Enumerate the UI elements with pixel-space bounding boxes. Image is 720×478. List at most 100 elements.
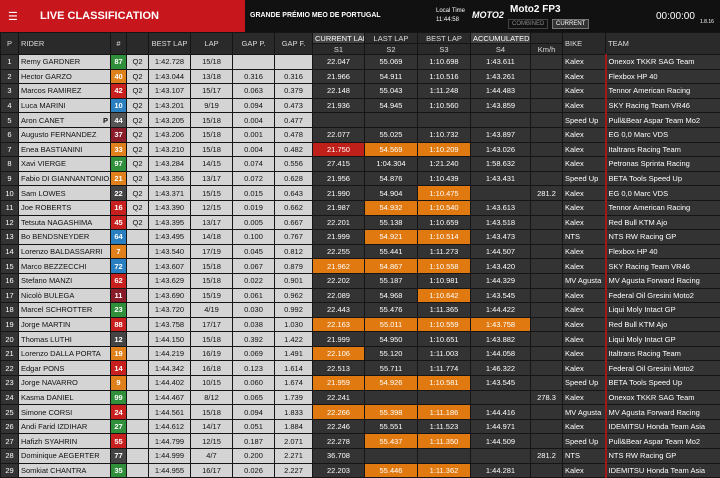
rider-row[interactable]: 22 Edgar PONS 14 1:44.342 16/18 0.123 1.614 22.…	[0, 360, 720, 377]
session-flag	[126, 418, 149, 435]
bike: Kalex	[562, 331, 606, 347]
rider-row[interactable]: 8 Xavi VIERGE 97 Q2 1:43.284 14/15 0.074 0.556 2…	[0, 156, 720, 172]
best-lap: 1:44.561	[148, 404, 191, 420]
session-flag: Q2	[126, 170, 149, 187]
gap-previous: 0.001	[232, 126, 275, 143]
sector-time: 54.867	[364, 258, 418, 274]
rider-name: Kasma DANIEL	[21, 392, 74, 402]
rider-row[interactable]: 29 Somkiat CHANTRA 35 1:44.955 16/17 0.026 2.2…	[0, 462, 720, 478]
rider-row[interactable]: 3 Marcos RAMIREZ 42 Q2 1:43.107 15/17 0.063 0.3…	[0, 83, 720, 99]
rider-row[interactable]: 2 Hector GARZO 40 Q2 1:43.044 13/18 0.316 0.316…	[0, 68, 720, 85]
rider-row[interactable]: 12 Tetsuta NAGASHIMA 45 Q2 1:43.395 13/17 0.00…	[0, 214, 720, 231]
sector-time: 22.148	[312, 83, 365, 99]
session-flag: Q2	[126, 126, 149, 143]
position: 11	[0, 199, 19, 216]
bike: Kalex	[562, 214, 606, 231]
rider-row[interactable]: 19 Jorge MARTIN 88 1:43.758 17/17 0.038 1.030 2…	[0, 316, 720, 333]
speed	[530, 54, 563, 70]
rider-row[interactable]: 17 Nicolò BULEGA 11 1:43.690 15/19 0.061 0.962…	[0, 287, 720, 304]
column-header: GAP F.	[274, 32, 313, 55]
tab-current[interactable]: CURRENT	[552, 19, 590, 29]
session-flag	[126, 404, 149, 420]
rider-name: Luca MARINI	[21, 101, 66, 111]
column-header: S2	[364, 43, 418, 55]
gap-first: 0.477	[274, 112, 313, 128]
bike: Speed Up	[562, 433, 606, 450]
column-header: LAST LAP	[364, 32, 418, 44]
bike: Kalex	[562, 462, 606, 478]
rider-name: Remy GARDNER	[21, 57, 81, 67]
rider-row[interactable]: 11 Joe ROBERTS 16 Q2 1:43.390 12/15 0.019 0.662…	[0, 199, 720, 216]
best-lap: 1:43.206	[148, 126, 191, 143]
rider-row[interactable]: 7 Enea BASTIANINI 33 Q2 1:43.210 15/18 0.004 0.…	[0, 141, 720, 158]
team: Pull&Bear Aspar Team Mo2	[604, 433, 720, 450]
gap-first: 1.422	[274, 331, 313, 347]
session-flag: Q2	[126, 83, 149, 99]
team: Flexbox HP 40	[604, 68, 720, 85]
rider-row[interactable]: 25 Simone CORSI 24 1:44.561 15/18 0.094 1.833 2…	[0, 404, 720, 420]
rider-row[interactable]: 13 Bo BENDSNEYDER 64 1:43.495 14/18 0.100 0.76…	[0, 229, 720, 245]
menu-icon[interactable]: ☰	[8, 11, 18, 23]
rider-row[interactable]: 23 Jorge NAVARRO 9 1:44.402 10/15 0.060 1.674 2…	[0, 375, 720, 391]
gap-first: 0.992	[274, 302, 313, 318]
sector-time: 54.911	[364, 68, 418, 85]
bike: Kalex	[562, 54, 606, 70]
gap-previous: 0.063	[232, 83, 275, 99]
sector-time: 1:43.897	[470, 126, 531, 143]
gap-first: 0.879	[274, 258, 313, 274]
rider-row[interactable]: 27 Hafizh SYAHRIN 55 1:44.799 12/15 0.187 2.07…	[0, 433, 720, 450]
rider-row[interactable]: 14 Lorenzo BALDASSARRI 7 1:43.540 17/19 0.045…	[0, 243, 720, 260]
position: 27	[0, 433, 19, 450]
rider-name: Hector GARZO	[21, 71, 72, 81]
rider-row[interactable]: 26 Andi Farid IZDIHAR 27 1:44.612 14/17 0.051…	[0, 418, 720, 435]
sector-time: 1:10.581	[417, 375, 471, 391]
team: MV Agusta Forward Racing	[604, 272, 720, 289]
position: 18	[0, 302, 19, 318]
gap-first: 0.478	[274, 126, 313, 143]
column-header: GAP P.	[232, 32, 275, 55]
tab-combined[interactable]: COMBINED	[508, 19, 549, 29]
gap-previous	[232, 54, 275, 70]
sector-time: 22.106	[312, 345, 365, 362]
column-header: #	[110, 32, 127, 55]
rider-row[interactable]: 20 Thomas LUTHI 12 1:44.150 15/18 0.392 1.422 2…	[0, 331, 720, 347]
gap-first: 1.674	[274, 375, 313, 391]
sector-time: 22.163	[312, 316, 365, 333]
position: 3	[0, 83, 19, 99]
gap-previous: 0.004	[232, 112, 275, 128]
rider-row[interactable]: 6 Augusto FERNANDEZ 37 Q2 1:43.206 15/18 0.001…	[0, 126, 720, 143]
rider-row[interactable]: 16 Stefano MANZI 62 1:43.629 15/18 0.022 0.901…	[0, 272, 720, 289]
sector-time	[364, 448, 418, 464]
best-lap: 1:43.495	[148, 229, 191, 245]
team: BETA Tools Speed Up	[604, 375, 720, 391]
best-lap: 1:43.284	[148, 156, 191, 172]
bike-number: 12	[110, 331, 127, 347]
rider-row[interactable]: 18 Marcel SCHROTTER 23 1:43.720 4/19 0.030 0.9…	[0, 302, 720, 318]
team: Red Bull KTM Ajo	[604, 316, 720, 333]
sector-time: 1:44.329	[470, 272, 531, 289]
position: 19	[0, 316, 19, 333]
rider-row[interactable]: 24 Kasma DANIEL 99 1:44.467 8/12 0.065 1.739 22…	[0, 389, 720, 406]
rider-row[interactable]: 5 Aron CANET P 44 Q2 1:43.205 15/18 0.004 0.477 S…	[0, 112, 720, 128]
rider-row[interactable]: 9 Fabio DI GIANNANTONIO 21 Q2 1:43.356 13/17 0…	[0, 170, 720, 187]
session-flag: Q2	[126, 141, 149, 158]
team: Liqui Moly Intact GP	[604, 302, 720, 318]
session-flag	[126, 331, 149, 347]
speed	[530, 287, 563, 304]
best-lap: 1:44.150	[148, 331, 191, 347]
rider-row[interactable]: 1 Remy GARDNER 87 Q2 1:42.728 15/18 22.047 55.0…	[0, 54, 720, 70]
position: 4	[0, 97, 19, 114]
gap-previous: 0.069	[232, 345, 275, 362]
bike-number: 44	[110, 112, 127, 128]
rider: Edgar PONS	[18, 360, 111, 377]
rider-row[interactable]: 10 Sam LOWES 22 Q2 1:43.371 15/15 0.015 0.643 21…	[0, 185, 720, 201]
rider-row[interactable]: 4 Luca MARINI 10 Q2 1:43.201 9/19 0.094 0.473 21…	[0, 97, 720, 114]
best-lap: 1:43.201	[148, 97, 191, 114]
rider-row[interactable]: 28 Dominique AEGERTER 77 1:44.999 4/7 0.200 2.…	[0, 448, 720, 464]
lap: 14/17	[190, 418, 233, 435]
sector-time: 1:46.322	[470, 360, 531, 377]
rider-row[interactable]: 21 Lorenzo DALLA PORTA 19 1:44.219 16/19 0.06…	[0, 345, 720, 362]
rider-name: Edgar PONS	[21, 363, 65, 373]
bike-number: 7	[110, 243, 127, 260]
rider-row[interactable]: 15 Marco BEZZECCHI 72 1:43.607 15/18 0.067 0.8…	[0, 258, 720, 274]
